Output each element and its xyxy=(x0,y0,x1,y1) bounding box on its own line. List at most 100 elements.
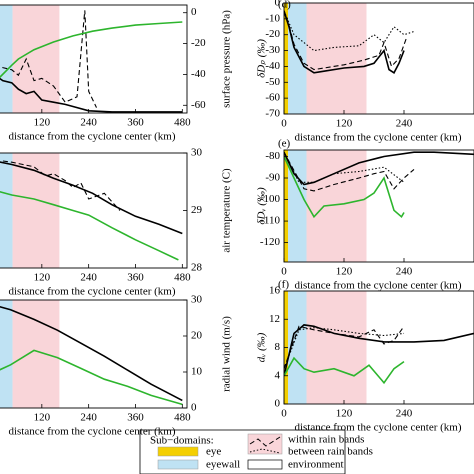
legend-swatch xyxy=(247,459,283,470)
legend-swatch xyxy=(157,459,199,470)
series-line xyxy=(284,327,405,369)
series-line xyxy=(284,10,405,74)
legend-label: within rain bands xyxy=(288,434,364,446)
plot-frame xyxy=(283,149,474,263)
y2-tick-label: 20 xyxy=(191,330,203,342)
subdomain-shade xyxy=(306,3,367,114)
y-tick-label: 16 xyxy=(269,285,281,297)
series-line xyxy=(284,356,405,385)
subdomain-shade xyxy=(12,5,60,113)
series-line xyxy=(0,161,183,235)
y-tick-label: -120 xyxy=(260,236,281,248)
subdomain-shade xyxy=(284,150,288,262)
y-tick-label: 0 xyxy=(275,0,281,9)
x-tick-label: 360 xyxy=(127,412,144,424)
y2-tick-label: 30 xyxy=(191,294,203,306)
x-axis-label: distance from the cyclone center (km) xyxy=(294,132,461,144)
subdomain-shade xyxy=(288,291,307,404)
series-line xyxy=(0,305,183,402)
series-line xyxy=(284,10,415,52)
x-tick-label: 360 xyxy=(127,117,144,129)
y2-tick-label: -60 xyxy=(191,99,206,111)
y2-tick-label: -20 xyxy=(191,37,206,49)
x-axis-label: distance from the cyclone center (km) xyxy=(294,280,461,292)
x-tick-label: 240 xyxy=(80,117,97,129)
subdomain-shade xyxy=(12,300,60,408)
x-axis-label: distance from the cyclone center (km) xyxy=(8,131,175,143)
panel: 120 240 360 480 distance from the cyclone ce… xyxy=(0,294,233,438)
legend-line xyxy=(249,448,281,454)
y-tick-label: -20 xyxy=(265,28,280,40)
y-tick-label: -10 xyxy=(265,12,280,24)
y2-axis-label: surface pressure (hPa) xyxy=(221,10,233,108)
legend-swatch xyxy=(157,446,199,457)
panel: 120 240 360 480 distance from the cyclone ce… xyxy=(0,147,233,298)
y2-axis-label: radial wind (m/s) xyxy=(221,316,233,392)
y-tick-label: -90 xyxy=(265,172,280,184)
x-tick-label: 240 xyxy=(80,412,97,424)
x-tick-label: 0 xyxy=(281,266,287,278)
y-tick-label: -100 xyxy=(260,193,281,205)
y-tick-label: -80 xyxy=(265,150,280,162)
y-axis-label: dᵥ (‰) xyxy=(256,332,268,362)
series-line xyxy=(0,190,179,261)
y2-tick-label: -40 xyxy=(191,68,206,80)
y-tick-label: 12 xyxy=(269,313,280,325)
x-axis-label: distance from the cyclone center (km) xyxy=(8,426,175,438)
y-tick-label: -40 xyxy=(265,60,280,72)
y-tick-label: 8 xyxy=(275,341,281,353)
subdomain-shade xyxy=(288,150,307,262)
subdomain-shade xyxy=(288,3,307,114)
series-line xyxy=(0,21,183,79)
y-tick-label: -60 xyxy=(265,92,280,104)
legend-label: environment xyxy=(288,459,344,471)
legend-label: eye xyxy=(206,446,221,458)
x-tick-label: 120 xyxy=(34,272,51,284)
x-tick-label: 120 xyxy=(34,117,51,129)
panel-label: (e) xyxy=(278,138,291,150)
series-line xyxy=(284,324,474,376)
x-axis-label: distance from the cyclone center (km) xyxy=(294,422,461,434)
legend-label: eyewall xyxy=(206,459,240,471)
y-tick-label: -70 xyxy=(265,108,280,120)
panel: 0 120 240 distance from the cyclone center … xyxy=(256,138,474,292)
y2-tick-label: 0 xyxy=(191,6,197,18)
legend-line xyxy=(249,436,281,447)
y-tick-label: -110 xyxy=(260,215,280,227)
subdomain-shade xyxy=(284,3,288,114)
y-tick-label: 0 xyxy=(275,398,281,410)
series-line xyxy=(284,151,405,183)
x-tick-label: 120 xyxy=(336,266,353,278)
y2-tick-label: 29 xyxy=(191,204,203,216)
plot-frame xyxy=(0,299,188,409)
series-line xyxy=(0,349,183,406)
x-tick-label: 120 xyxy=(336,408,353,420)
x-tick-label: 240 xyxy=(396,408,413,420)
x-tick-label: 240 xyxy=(80,272,97,284)
panel: 120 240 360 480 distance from the cyclone ce… xyxy=(0,4,233,143)
y-tick-label: -50 xyxy=(265,76,280,88)
subdomain-shade xyxy=(0,5,13,113)
subdomain-shade xyxy=(306,150,367,262)
series-line xyxy=(284,10,408,71)
y2-tick-label: 0 xyxy=(191,402,197,414)
x-tick-label: 240 xyxy=(396,266,413,278)
legend-title: Sub−domains: xyxy=(150,435,214,447)
x-tick-label: 360 xyxy=(127,272,144,284)
legend-swatch xyxy=(247,433,283,455)
x-tick-label: 480 xyxy=(174,117,191,129)
y2-tick-label: 30 xyxy=(191,147,203,159)
x-tick-label: 0 xyxy=(281,408,287,420)
x-tick-label: 480 xyxy=(174,412,191,424)
legend-label: between rain bands xyxy=(288,446,373,458)
y2-tick-label: 10 xyxy=(191,366,203,378)
y2-axis-label: air temperature (C) xyxy=(221,168,233,253)
x-tick-label: 0 xyxy=(281,118,287,130)
plot-frame xyxy=(283,2,474,115)
plot-frame xyxy=(0,4,188,114)
x-tick-label: 120 xyxy=(336,118,353,130)
